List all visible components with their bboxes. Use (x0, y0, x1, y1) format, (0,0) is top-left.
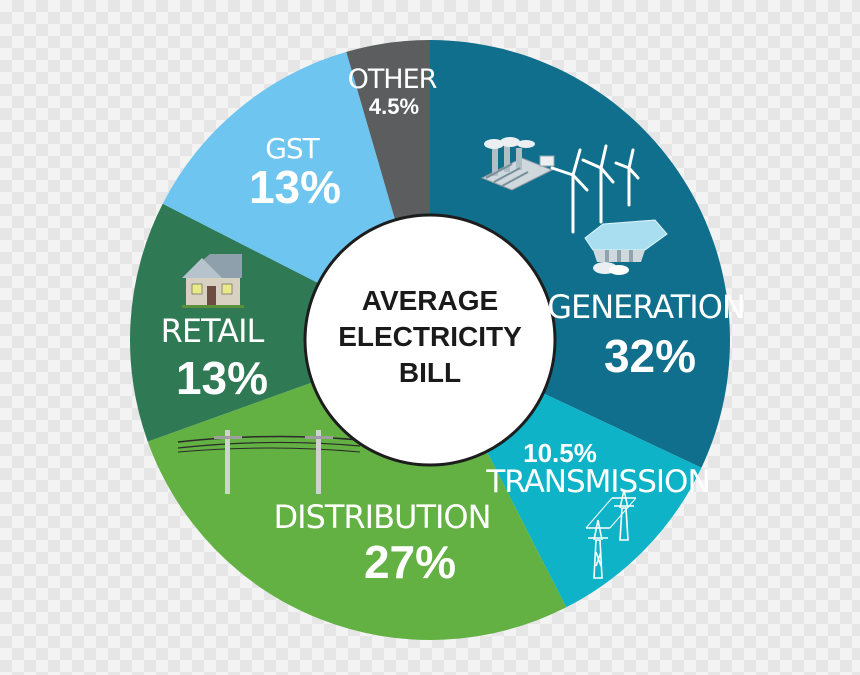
center-title-line-1: AVERAGE (362, 285, 498, 316)
generation-label: GENERATION (547, 288, 745, 326)
distribution-value: 27% (364, 536, 456, 588)
gst-label: GST (265, 132, 320, 165)
retail-value: 13% (176, 352, 268, 404)
power-pole-icon (177, 430, 361, 494)
other-value: 4.5% (369, 94, 419, 119)
center-circle (303, 213, 557, 467)
center-title-line-2: ELECTRICITY (338, 321, 522, 352)
retail-label: RETAIL (161, 312, 265, 350)
transmission-tower-icon (585, 489, 637, 579)
generation-plants-icon (480, 137, 668, 275)
house-icon (182, 254, 244, 308)
other-label: OTHER (348, 64, 437, 95)
gst-value: 13% (249, 161, 341, 213)
transmission-value: 10.5% (523, 438, 597, 468)
distribution-label: DISTRIBUTION (273, 498, 490, 536)
generation-value: 32% (604, 330, 696, 382)
transmission-label: TRANSMISSION (485, 464, 709, 500)
center-title-line-3: BILL (399, 357, 461, 388)
